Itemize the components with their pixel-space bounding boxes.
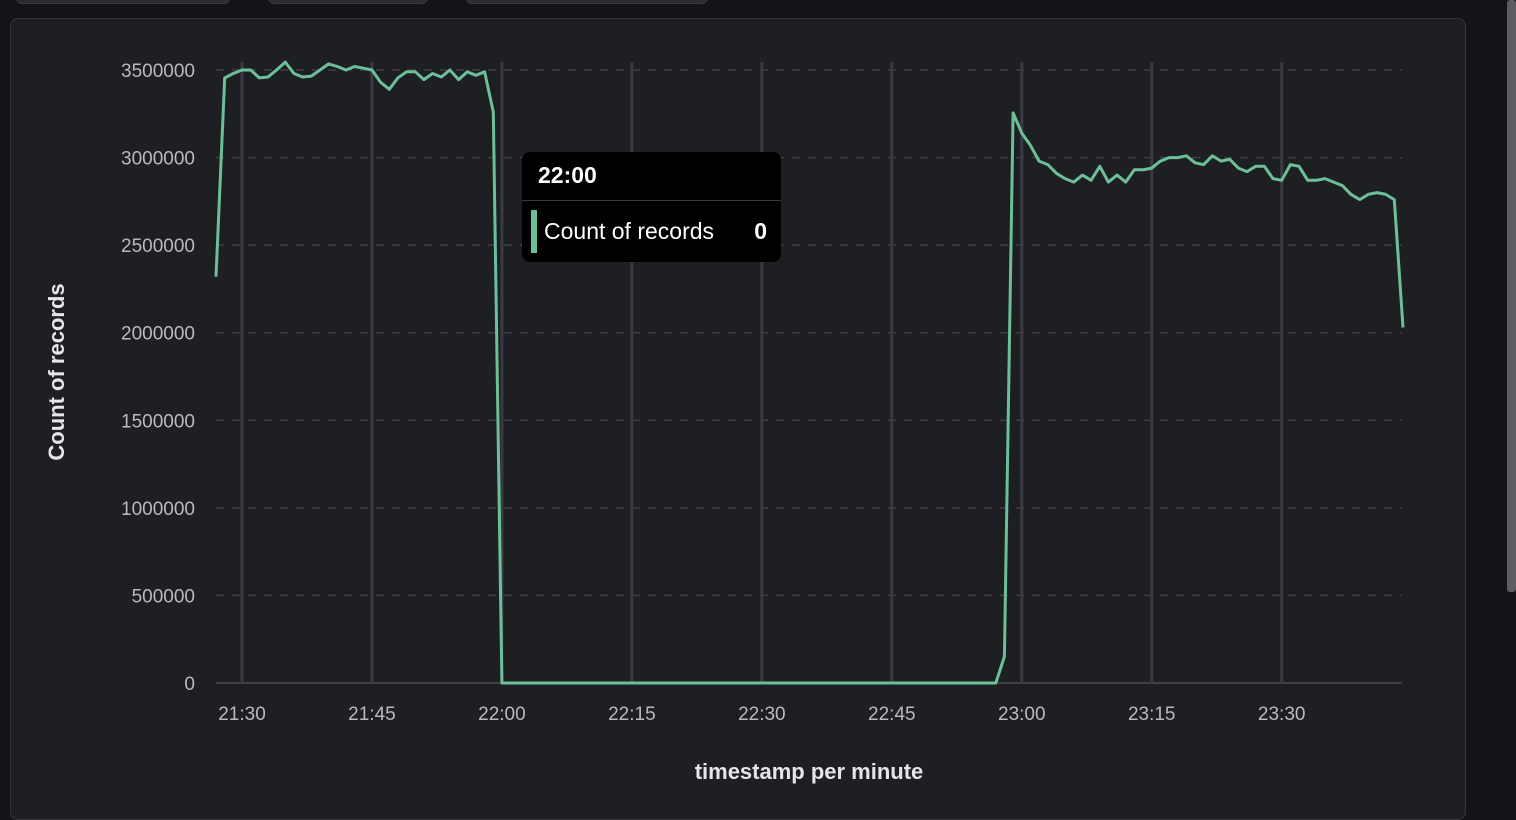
- x-tick-label: 21:45: [348, 704, 396, 725]
- chart-panel: [10, 18, 1466, 820]
- scrollbar[interactable]: [1507, 0, 1516, 592]
- tooltip-title: 22:00: [538, 162, 597, 188]
- x-tick-label: 23:00: [998, 704, 1046, 725]
- y-tick-label: 0: [184, 674, 195, 695]
- tooltip-divider: [522, 200, 781, 201]
- x-tick-label: 23:30: [1258, 704, 1306, 725]
- y-tick-label: 3000000: [121, 149, 195, 170]
- x-tick-label: 22:45: [868, 704, 916, 725]
- y-tick-label: 3500000: [121, 61, 195, 82]
- x-tick-label: 22:00: [478, 704, 526, 725]
- x-tick-label: 22:15: [608, 704, 656, 725]
- y-tick-label: 2500000: [121, 236, 195, 257]
- y-tick-label: 1500000: [121, 411, 195, 432]
- x-tick-label: 23:15: [1128, 704, 1176, 725]
- tooltip-series-label: Count of records: [544, 218, 715, 244]
- series-line-count-of-records: [214, 60, 1405, 685]
- y-tick-label: 1000000: [121, 499, 195, 520]
- tooltip-value: 0: [754, 218, 767, 244]
- y-tick-label: 2000000: [121, 324, 195, 345]
- y-axis-label: Count of records: [44, 283, 69, 460]
- x-tick-label: 21:30: [218, 704, 266, 725]
- x-axis-label: timestamp per minute: [695, 759, 924, 784]
- y-tick-label: 500000: [132, 586, 195, 607]
- series-color-swatch: [531, 210, 537, 253]
- tooltip: 22:00 Count of records 0: [522, 152, 781, 262]
- x-tick-label: 22:30: [738, 704, 786, 725]
